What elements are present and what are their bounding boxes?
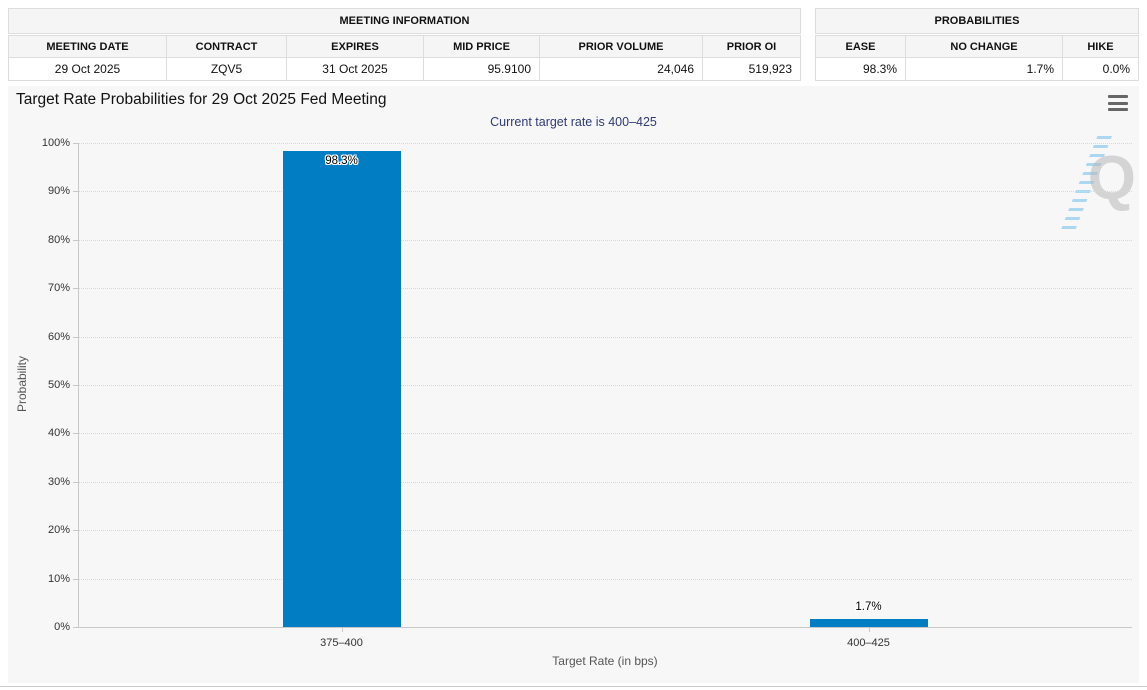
ease-value: 98.3% — [816, 58, 906, 80]
x-axis-category-label: 400–425 — [847, 637, 890, 649]
y-axis-line — [78, 143, 79, 627]
plot-area: 0% 10% 20% 30% 40% 50% 60% 70% 80% 90% 100% 98.3% 37… — [8, 86, 1139, 683]
meeting-information-grid: MEETING DATE CONTRACT EXPIRES MID PRICE … — [8, 35, 801, 81]
prior-oi-value: 519,923 — [748, 62, 792, 76]
y-axis-tick-mark — [73, 530, 78, 532]
column-header-hike: HIKE — [1063, 36, 1138, 58]
y-axis-tick-label: 50% — [47, 379, 70, 391]
x-axis-title: Target Rate (in bps) — [552, 654, 658, 668]
y-axis-tick-label: 30% — [47, 475, 70, 488]
y-gridline — [78, 288, 1132, 290]
column-header-mid-price: MID PRICE — [424, 36, 540, 58]
y-gridline — [78, 336, 1132, 338]
y-axis-tick-label: 10% — [47, 572, 70, 585]
y-gridline — [78, 578, 1132, 580]
probabilities-grid: EASE NO CHANGE HIKE 98.3% 1.7% 0.0% — [815, 35, 1139, 81]
column-header-no-change: NO CHANGE — [906, 36, 1063, 58]
y-axis-tick-mark — [73, 433, 78, 435]
contract-value: ZQV5 — [167, 58, 287, 80]
meeting-date-value: 29 Oct 2025 — [9, 58, 167, 80]
no-change-value: 1.7% — [906, 58, 1063, 80]
x-axis-category-label: 375–400 — [320, 637, 363, 649]
chart-subtitle: Current target rate is 400–425 — [490, 115, 657, 129]
menu-bar — [1108, 95, 1128, 98]
x-axis-tick-mark — [868, 628, 870, 632]
column-header-meeting-date: MEETING DATE — [9, 36, 167, 58]
y-axis-tick-mark — [73, 288, 78, 290]
y-axis-tick-label: 40% — [47, 427, 70, 440]
y-gridline — [78, 385, 1132, 386]
probability-bar[interactable] — [282, 151, 401, 627]
y-axis-tick-label: 60% — [47, 330, 70, 343]
bottom-divider — [0, 686, 1147, 687]
column-header-prior-oi: PRIOR OI — [703, 36, 800, 58]
column-header-prior-volume: PRIOR VOLUME — [540, 36, 703, 58]
column-header-ease: EASE — [816, 36, 906, 58]
hike-value: 0.0% — [1102, 62, 1130, 76]
probabilities-title: PROBABILITIES — [815, 8, 1139, 34]
probability-bar[interactable] — [809, 619, 928, 627]
y-axis-tick-mark — [73, 336, 78, 338]
y-gridline — [78, 143, 1132, 144]
y-gridline — [78, 530, 1132, 532]
y-axis-tick-label: 90% — [47, 185, 70, 198]
y-axis-tick-label: 80% — [47, 233, 70, 246]
expires-value: 31 Oct 2025 — [287, 58, 424, 80]
x-axis-line — [78, 627, 1132, 628]
hamburger-menu-icon[interactable] — [1108, 95, 1128, 111]
y-axis-tick-mark — [73, 385, 78, 386]
y-axis-tick-mark — [73, 143, 78, 144]
y-axis-tick-label: 0% — [54, 621, 70, 633]
prior-volume-value: 24,046 — [540, 58, 703, 80]
y-axis-tick-label: 100% — [41, 137, 70, 149]
y-axis-title: Probability — [15, 355, 29, 413]
y-axis-tick-mark — [73, 578, 78, 580]
column-header-contract: CONTRACT — [167, 36, 287, 58]
x-axis-tick-mark — [341, 628, 343, 632]
bar-value-label: 1.7% — [855, 601, 882, 613]
target-rate-probabilities-chart: Target Rate Probabilities for 29 Oct 202… — [8, 86, 1139, 683]
mid-price-value: 95.9100 — [424, 58, 540, 80]
y-axis-tick-mark — [73, 627, 78, 628]
menu-bar — [1108, 101, 1128, 105]
y-gridline — [78, 481, 1132, 483]
y-axis-tick-mark — [73, 481, 78, 483]
y-gridline — [78, 191, 1132, 193]
y-gridline — [78, 239, 1132, 241]
y-axis-tick-label: 20% — [47, 524, 70, 537]
column-header-expires: EXPIRES — [287, 36, 424, 58]
y-gridline — [78, 433, 1132, 435]
meeting-information-table: MEETING INFORMATION MEETING DATE CONTRAC… — [8, 8, 801, 81]
bar-value-label: 98.3% — [325, 155, 358, 167]
y-axis-tick-mark — [73, 239, 78, 241]
chart-title: Target Rate Probabilities for 29 Oct 202… — [16, 91, 387, 108]
meeting-information-title: MEETING INFORMATION — [8, 8, 801, 34]
y-axis-tick-mark — [73, 191, 78, 193]
menu-bar — [1108, 108, 1128, 111]
y-axis-tick-label: 70% — [47, 282, 70, 295]
probabilities-table: PROBABILITIES EASE NO CHANGE HIKE 98.3% … — [815, 8, 1139, 81]
